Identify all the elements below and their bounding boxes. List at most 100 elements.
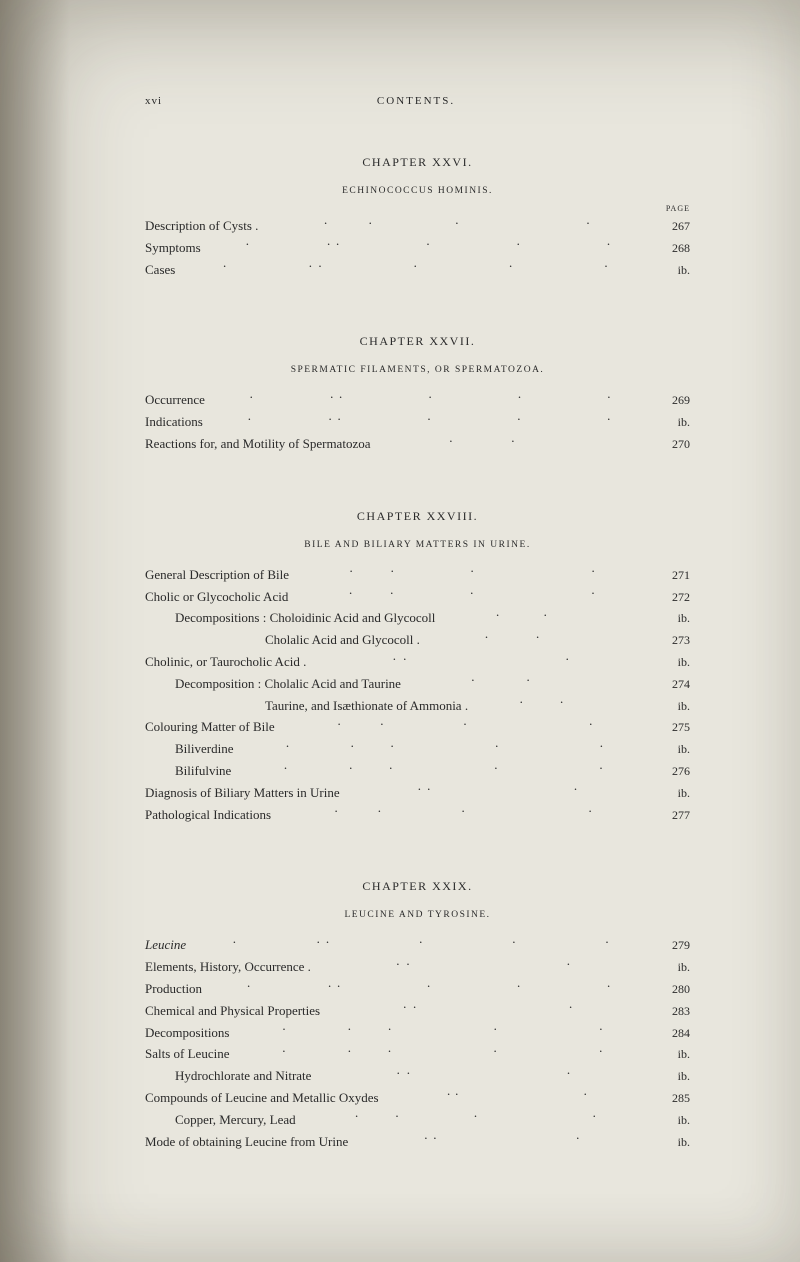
chapter-title: CHAPTER XXIX. xyxy=(145,879,690,894)
toc-entry: Decomposition : Cholalic Acid and Taurin… xyxy=(145,673,690,695)
dot: . xyxy=(607,972,610,993)
entry-text: Decompositions xyxy=(145,1022,230,1043)
dot: . xyxy=(474,1102,477,1123)
dot: . xyxy=(592,557,595,578)
entry-page-number: 269 xyxy=(652,391,690,411)
entry-page-number: ib. xyxy=(652,653,690,673)
chapter-title: CHAPTER XXVIII. xyxy=(145,509,690,524)
entry-page-number: ib. xyxy=(652,740,690,760)
toc-entry: General Description of Bile...271 xyxy=(145,564,690,586)
dot: . xyxy=(569,993,572,1014)
dot: . xyxy=(495,732,498,753)
entry-text: Decompositions : Choloidinic Acid and Gl… xyxy=(145,607,435,628)
entry-text: Description of Cysts . xyxy=(145,215,258,236)
chapter-title: CHAPTER XXVII. xyxy=(145,334,690,349)
dot: . xyxy=(223,252,226,273)
leader-dots: ..... xyxy=(205,391,652,404)
leader-dots: ..... xyxy=(186,936,652,949)
dot: . xyxy=(599,754,602,775)
dot: . xyxy=(567,950,570,971)
dot: . xyxy=(463,710,466,731)
toc-entry: Cholic or Glycocholic Acid...272 xyxy=(145,586,690,608)
entry-text: Pathological Indications xyxy=(145,804,271,825)
entry-text: Mode of obtaining Leucine from Urine xyxy=(145,1131,348,1152)
dot: . xyxy=(338,405,341,426)
dot: . xyxy=(494,754,497,775)
dot: . xyxy=(419,928,422,949)
dot: . xyxy=(526,666,529,687)
dot: . xyxy=(337,972,340,993)
section-title: BILE AND BILIARY MATTERS IN URINE. xyxy=(145,540,690,550)
dot: . xyxy=(589,797,592,818)
leader-dots: .. xyxy=(311,1067,652,1080)
entry-page-number: ib. xyxy=(652,413,690,433)
entry-page-number: 270 xyxy=(652,435,690,455)
dot: . xyxy=(471,557,474,578)
entry-text: General Description of Bile xyxy=(145,564,289,585)
dot: . xyxy=(339,383,342,404)
leader-dots: .. xyxy=(340,784,652,797)
dot: . xyxy=(605,928,608,949)
leader-dots: . xyxy=(420,631,652,644)
toc-entry: Biliverdine....ib. xyxy=(145,738,690,760)
chapters-container: CHAPTER XXVI.ECHINOCOCCUS HOMINIS.PAGEDe… xyxy=(145,155,690,1152)
dot: . xyxy=(517,972,520,993)
dot: . xyxy=(576,1124,579,1145)
dot: . xyxy=(418,775,421,796)
leader-dots: ... xyxy=(288,588,652,601)
dot: . xyxy=(424,1124,427,1145)
entry-text: Biliverdine xyxy=(145,738,234,759)
dot: . xyxy=(574,775,577,796)
entry-page-number: 271 xyxy=(652,566,690,586)
leader-dots: ..... xyxy=(175,261,652,274)
entry-text: Occurrence xyxy=(145,389,205,410)
leader-dots: .. xyxy=(311,958,652,971)
dot: . xyxy=(586,209,589,230)
dot: . xyxy=(247,972,250,993)
leader-dots: ... xyxy=(271,806,652,819)
dot: . xyxy=(494,1037,497,1058)
dot: . xyxy=(512,928,515,949)
entry-text: Elements, History, Occurrence . xyxy=(145,956,311,977)
entry-page-number: 275 xyxy=(652,718,690,738)
dot: . xyxy=(599,1037,602,1058)
entry-text: Cases xyxy=(145,259,175,280)
dot: . xyxy=(282,1015,285,1036)
dot: . xyxy=(388,1015,391,1036)
toc-entry: Decompositions....284 xyxy=(145,1022,690,1044)
dot: . xyxy=(286,732,289,753)
dot: . xyxy=(250,383,253,404)
toc-entry: Cases.....ib. xyxy=(145,259,690,281)
entry-text: Chemical and Physical Properties xyxy=(145,1000,320,1021)
dot: . xyxy=(349,579,352,600)
entry-page-number: 267 xyxy=(652,217,690,237)
leader-dots: ... xyxy=(275,718,652,731)
dot: . xyxy=(426,230,429,251)
entry-page-number: 279 xyxy=(652,936,690,956)
dot: . xyxy=(566,645,569,666)
entry-text: Compounds of Leucine and Metallic Oxydes xyxy=(145,1087,379,1108)
dot: . xyxy=(544,601,547,622)
dot: . xyxy=(335,797,338,818)
entry-page-number: 276 xyxy=(652,762,690,782)
page-number: xvi xyxy=(145,95,162,107)
toc-entry: Colouring Matter of Bile...275 xyxy=(145,716,690,738)
toc-entry: Pathological Indications...277 xyxy=(145,804,690,826)
dot: . xyxy=(599,1015,602,1036)
leader-dots: ... xyxy=(258,217,652,230)
leader-dots: . xyxy=(435,609,652,622)
dot: . xyxy=(318,252,321,273)
section-spacer xyxy=(145,825,690,853)
dot: . xyxy=(607,230,610,251)
leader-dots: .... xyxy=(229,1045,652,1058)
leader-dots: ... xyxy=(289,566,652,579)
leader-dots: ..... xyxy=(201,239,652,252)
toc-entry: Copper, Mercury, Lead...ib. xyxy=(145,1109,690,1131)
toc-entry: Indications.....ib. xyxy=(145,411,690,433)
entry-text: Decomposition : Cholalic Acid and Taurin… xyxy=(145,673,401,694)
dot: . xyxy=(607,383,610,404)
dot: . xyxy=(427,972,430,993)
toc-entry: Mode of obtaining Leucine from Urine..ib… xyxy=(145,1131,690,1153)
dot: . xyxy=(591,579,594,600)
dot: . xyxy=(455,209,458,230)
